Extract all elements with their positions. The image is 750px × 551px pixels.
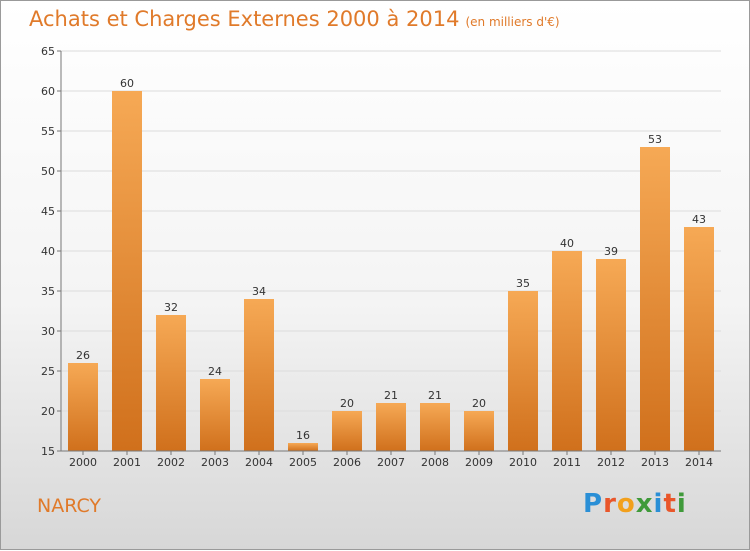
x-tick-label: 2014	[685, 456, 713, 469]
bar	[552, 251, 582, 451]
bar	[684, 227, 714, 451]
bar-value-label: 60	[120, 77, 134, 90]
bar	[156, 315, 186, 451]
logo-letter: x	[635, 489, 654, 519]
chart-title: Achats et Charges Externes 2000 à 2014 (e…	[29, 7, 560, 31]
x-tick-label: 2000	[69, 456, 97, 469]
bar-value-label: 40	[560, 237, 574, 250]
y-tick-label: 55	[41, 125, 55, 138]
x-tick-label: 2007	[377, 456, 405, 469]
y-tick-label: 50	[41, 165, 55, 178]
y-tick-label: 65	[41, 45, 55, 58]
bar-value-label: 35	[516, 277, 530, 290]
y-tick-label: 35	[41, 285, 55, 298]
y-tick-label: 60	[41, 85, 55, 98]
bar-value-label: 53	[648, 133, 662, 146]
x-tick-label: 2006	[333, 456, 361, 469]
y-tick-label: 40	[41, 245, 55, 258]
bar	[508, 291, 538, 451]
bar	[640, 147, 670, 451]
bar	[244, 299, 274, 451]
bar	[112, 91, 142, 451]
bar-value-label: 26	[76, 349, 90, 362]
x-tick-label: 2001	[113, 456, 141, 469]
x-tick-label: 2008	[421, 456, 449, 469]
x-tick-label: 2002	[157, 456, 185, 469]
x-tick-label: 2004	[245, 456, 273, 469]
x-tick-label: 2013	[641, 456, 669, 469]
y-tick-label: 15	[41, 445, 55, 458]
y-tick-label: 45	[41, 205, 55, 218]
logo-letter: o	[616, 489, 636, 519]
x-tick-labels: 2000 2001 2002 2003 2004 2005 2006 2007 2008 2009…	[69, 451, 713, 469]
logo-letter: i	[676, 489, 687, 519]
bar-value-label: 34	[252, 285, 266, 298]
place-name: NARCY	[37, 495, 102, 517]
bar-value-label: 24	[208, 365, 222, 378]
y-tick-labels: 15 20 25 30 35 40 45 50 55 60 65	[41, 45, 61, 458]
bar-value-label: 16	[296, 429, 310, 442]
bar	[420, 403, 450, 451]
x-tick-label: 2012	[597, 456, 625, 469]
bar	[596, 259, 626, 451]
bar-value-label: 21	[384, 389, 398, 402]
logo-letter: P	[583, 489, 604, 519]
bar	[376, 403, 406, 451]
y-tick-label: 30	[41, 325, 55, 338]
logo-letter: r	[603, 489, 617, 519]
bars	[68, 91, 714, 451]
bar-value-labels: 26 60 32 24 34 16 20 21 21 20 35 40 39 53 43	[76, 77, 706, 442]
bar-value-label: 20	[472, 397, 486, 410]
chart-title-text: Achats et Charges Externes 2000 à 2014	[29, 7, 460, 31]
bar	[464, 411, 494, 451]
x-tick-label: 2010	[509, 456, 537, 469]
bar	[200, 379, 230, 451]
proxiti-logo: Proxiti	[583, 489, 687, 519]
x-tick-label: 2003	[201, 456, 229, 469]
bar-value-label: 43	[692, 213, 706, 226]
bar	[68, 363, 98, 451]
logo-letter: t	[663, 489, 677, 519]
logo-letter: i	[653, 489, 664, 519]
chart-unit-note: (en milliers d'€)	[465, 15, 560, 29]
bar-value-label: 32	[164, 301, 178, 314]
bar-value-label: 39	[604, 245, 618, 258]
bar-value-label: 21	[428, 389, 442, 402]
x-tick-label: 2011	[553, 456, 581, 469]
bar	[288, 443, 318, 451]
x-tick-label: 2005	[289, 456, 317, 469]
x-tick-label: 2009	[465, 456, 493, 469]
y-tick-label: 20	[41, 405, 55, 418]
y-tick-label: 25	[41, 365, 55, 378]
bar	[332, 411, 362, 451]
bar-value-label: 20	[340, 397, 354, 410]
